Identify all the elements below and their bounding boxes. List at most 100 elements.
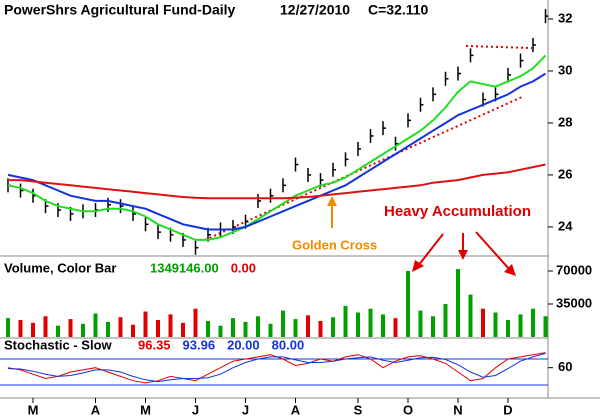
volume-bar <box>468 294 473 337</box>
x-tick-label: O <box>403 402 413 417</box>
readout: 96.35 <box>138 337 171 352</box>
x-tick-label: J <box>192 402 199 417</box>
price-bar <box>419 97 424 112</box>
x-tick-label: A <box>91 402 101 417</box>
volume-bar <box>131 324 135 337</box>
readout: 93.96 <box>183 337 216 352</box>
volume-bar <box>506 320 510 337</box>
price-bar <box>432 87 436 102</box>
volume-bar <box>256 316 260 337</box>
arrow-head <box>504 264 516 276</box>
volume-bar <box>193 308 198 337</box>
price-bar <box>544 9 549 24</box>
readout: 20.00 <box>227 337 260 352</box>
price-bar <box>332 162 336 177</box>
arrow-head <box>327 196 337 206</box>
volume-bar <box>368 308 373 337</box>
price-bar <box>369 128 374 143</box>
volume-bar <box>343 305 348 337</box>
price-bar <box>444 71 449 86</box>
x-tick-label: A <box>291 402 301 417</box>
volume-bar <box>68 319 73 337</box>
price-bar <box>507 67 511 82</box>
y-tick-label: 60 <box>558 359 572 374</box>
volume-bar <box>168 314 173 337</box>
volume-bar <box>31 322 35 337</box>
resistance-line <box>465 45 533 49</box>
chart-title: PowerShrs Agricultural Fund-Daily <box>4 2 236 18</box>
price-bar <box>269 188 274 203</box>
price-bar <box>194 240 199 255</box>
stochastic-line <box>7 352 546 383</box>
volume-bar <box>218 325 223 337</box>
readout: 1349146.00 <box>150 260 219 275</box>
volume-bar <box>43 316 48 337</box>
moving-average <box>7 54 547 241</box>
arrow-head <box>412 260 424 272</box>
price-bar <box>357 141 361 156</box>
volume-bar <box>231 318 235 337</box>
moving-average <box>8 163 546 200</box>
volume-bar <box>156 320 160 337</box>
price-bar <box>519 53 524 68</box>
volume-bar <box>206 320 210 337</box>
price-bar <box>119 199 124 214</box>
price-bar <box>344 152 349 167</box>
price-bar <box>144 217 149 232</box>
volume-bar <box>406 271 410 337</box>
price-bar <box>407 113 411 128</box>
volume-bar <box>118 317 123 337</box>
price-bar <box>19 183 24 198</box>
volume-bar <box>393 318 398 337</box>
y-tick-label: 32 <box>558 10 572 25</box>
volume-bar <box>381 314 385 337</box>
volume-bar <box>106 321 110 337</box>
price-bar <box>282 178 286 193</box>
volume-bar <box>518 314 523 337</box>
stochastic-title: Stochastic - Slow <box>4 337 113 352</box>
x-tick-label: S <box>354 402 363 417</box>
annotation: Heavy Accumulation <box>384 203 531 220</box>
price-bar <box>307 167 311 182</box>
volume-bar <box>331 317 335 337</box>
y-tick-label: 35000 <box>556 295 592 310</box>
volume-bar <box>456 269 460 337</box>
volume-bar <box>18 320 23 337</box>
volume-bar <box>293 319 298 337</box>
price-bar <box>157 225 161 240</box>
arrow-head <box>458 250 468 260</box>
marks <box>0 9 549 386</box>
arrow <box>417 233 444 267</box>
price-bar <box>382 121 386 136</box>
annotation: Golden Cross <box>292 237 377 252</box>
y-tick-label: 70000 <box>556 262 592 277</box>
volume-bar <box>443 304 448 337</box>
volume-bar <box>306 315 310 337</box>
price-bar <box>532 37 536 52</box>
volume-bar <box>281 310 285 337</box>
volume-bar <box>318 320 323 337</box>
price-bar <box>457 66 461 81</box>
volume-bar <box>543 316 548 337</box>
volume-title: Volume, Color Bar <box>4 260 116 275</box>
readout: 80.00 <box>272 337 305 352</box>
x-tick-label: J <box>242 402 249 417</box>
y-tick-label: 26 <box>558 166 572 181</box>
price-bar <box>132 206 136 221</box>
volume-bar <box>243 321 248 337</box>
x-tick-label: M <box>140 402 151 417</box>
volume-bar <box>143 311 148 337</box>
moving-average <box>7 72 547 231</box>
x-tick-label: D <box>503 402 512 417</box>
price-bar <box>294 157 299 172</box>
volume-bar <box>493 312 498 337</box>
volume-bar <box>481 308 485 337</box>
readout: 0.00 <box>231 260 256 275</box>
price-bar <box>469 48 474 63</box>
volume-bar <box>93 313 98 337</box>
price-bar <box>257 193 261 208</box>
volume-bar <box>418 310 423 337</box>
x-tick-label: N <box>453 402 462 417</box>
y-tick-label: 28 <box>558 114 572 129</box>
